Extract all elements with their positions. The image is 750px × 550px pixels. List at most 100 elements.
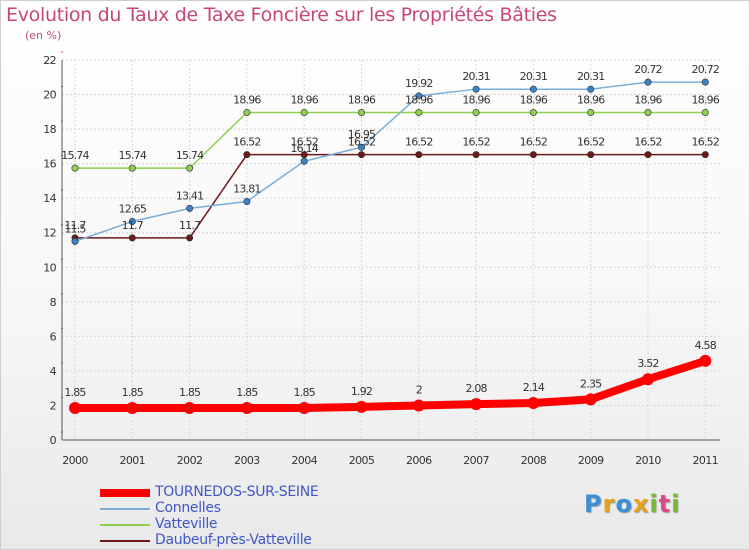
y-tick-label-6: 6 xyxy=(50,330,57,343)
data-label-vatteville-2005: 18.96 xyxy=(348,94,376,107)
point-daubeuf-pr-s-vatteville-2001 xyxy=(128,234,136,242)
data-label-tournedos-sur-seine-2011: 4.58 xyxy=(695,339,717,352)
data-label-vatteville-2000: 15.74 xyxy=(61,149,89,162)
data-label-vatteville-2002: 15.74 xyxy=(176,149,204,162)
data-label-daubeuf-pr-s-vatteville-2003: 16.52 xyxy=(233,136,261,149)
point-daubeuf-pr-s-vatteville-2005 xyxy=(357,151,365,159)
point-connelles-2000 xyxy=(71,237,79,245)
point-vatteville-2002 xyxy=(186,164,194,172)
legend-swatch-daubeuf xyxy=(100,540,150,542)
point-daubeuf-pr-s-vatteville-2010 xyxy=(644,151,652,159)
point-vatteville-2008 xyxy=(529,109,537,117)
point-connelles-2006 xyxy=(415,92,423,100)
legend-label-connelles: Connelles xyxy=(155,500,221,516)
data-label-connelles-2010: 20.72 xyxy=(634,63,662,76)
x-tick-label-2010: 2010 xyxy=(635,454,661,467)
point-tournedos-sur-seine-2004 xyxy=(298,402,311,415)
point-connelles-2008 xyxy=(529,85,537,93)
data-label-connelles-2002: 13.41 xyxy=(176,189,204,202)
series-line-connelles xyxy=(74,81,707,243)
point-vatteville-2007 xyxy=(472,109,480,117)
data-label-tournedos-sur-seine-2003: 1.85 xyxy=(236,386,258,399)
data-label-daubeuf-pr-s-vatteville-2000: 11.7 xyxy=(64,219,86,232)
logo-letter-5: t xyxy=(658,490,672,518)
series-line-vatteville xyxy=(74,111,707,169)
legend-swatch-connelles xyxy=(100,508,150,510)
legend-swatch-vatteville xyxy=(100,524,150,526)
data-label-daubeuf-pr-s-vatteville-2005: 16.52 xyxy=(348,136,376,149)
data-label-tournedos-sur-seine-2010: 3.52 xyxy=(637,357,658,370)
data-points xyxy=(69,78,712,415)
point-vatteville-2006 xyxy=(415,109,423,117)
series-line-daubeuf-pr-s-vatteville xyxy=(74,153,707,239)
data-label-tournedos-sur-seine-2004: 1.85 xyxy=(294,386,316,399)
data-label-daubeuf-pr-s-vatteville-2002: 11.7 xyxy=(179,219,201,232)
point-vatteville-2009 xyxy=(587,109,595,117)
x-tick-label-2002: 2002 xyxy=(177,454,203,467)
grid-lines xyxy=(62,59,720,440)
y-tick-label-18: 18 xyxy=(43,123,56,136)
x-tick-label-2003: 2003 xyxy=(234,454,260,467)
data-label-connelles-2011: 20.72 xyxy=(692,63,720,76)
y-tick-label-12: 12 xyxy=(43,227,56,240)
data-label-daubeuf-pr-s-vatteville-2009: 16.52 xyxy=(577,136,605,149)
data-label-daubeuf-pr-s-vatteville-2011: 16.52 xyxy=(692,136,720,149)
y-tick-label-16: 16 xyxy=(43,158,56,171)
point-vatteville-2010 xyxy=(644,109,652,117)
point-vatteville-2004 xyxy=(300,109,308,117)
point-vatteville-2003 xyxy=(243,109,251,117)
data-label-vatteville-2011: 18.96 xyxy=(692,94,720,107)
data-label-connelles-2007: 20.31 xyxy=(462,70,490,83)
y-tick-label-2: 2 xyxy=(50,399,56,412)
x-tick-label-2009: 2009 xyxy=(578,454,604,467)
data-label-daubeuf-pr-s-vatteville-2008: 16.52 xyxy=(520,136,548,149)
point-connelles-2003 xyxy=(243,197,251,205)
data-label-connelles-2005: 16.95 xyxy=(348,128,376,141)
legend-label-daubeuf: Daubeuf-près-Vatteville xyxy=(155,532,312,548)
point-connelles-2005 xyxy=(357,143,365,151)
data-label-vatteville-2008: 18.96 xyxy=(520,94,548,107)
data-label-tournedos-sur-seine-2006: 2 xyxy=(416,383,422,396)
point-connelles-2004 xyxy=(300,157,308,165)
point-tournedos-sur-seine-2008 xyxy=(527,397,540,410)
point-daubeuf-pr-s-vatteville-2007 xyxy=(472,151,480,159)
legend-label-tournedos: TOURNEDOS-SUR-SEINE xyxy=(155,484,319,500)
y-tick-label-0: 0 xyxy=(50,434,57,447)
y-tick-label-20: 20 xyxy=(43,89,56,102)
point-daubeuf-pr-s-vatteville-2009 xyxy=(587,151,595,159)
data-label-daubeuf-pr-s-vatteville-2004: 16.52 xyxy=(290,136,318,149)
x-tick-label-2005: 2005 xyxy=(349,454,375,467)
logo-letter-6: i xyxy=(671,490,681,518)
point-vatteville-2000 xyxy=(71,164,79,172)
point-daubeuf-pr-s-vatteville-2011 xyxy=(701,151,709,159)
logo-letter-1: r xyxy=(602,490,616,518)
unit-label: (en %) xyxy=(25,29,62,42)
point-connelles-2009 xyxy=(587,85,595,93)
point-tournedos-sur-seine-2006 xyxy=(412,399,425,412)
axes: 0 2 4 6 8 10 12 14 16 18 20 22 2000 2001 2002 2003 2004 2… xyxy=(43,51,720,467)
point-tournedos-sur-seine-2010 xyxy=(642,373,654,386)
chart-title: Evolution du Taux de Taxe Foncière sur l… xyxy=(6,4,557,26)
x-tick-label-2007: 2007 xyxy=(463,454,489,467)
data-label-daubeuf-pr-s-vatteville-2010: 16.52 xyxy=(634,136,662,149)
data-label-tournedos-sur-seine-2005: 1.92 xyxy=(351,385,372,398)
point-vatteville-2011 xyxy=(701,109,709,117)
data-label-tournedos-sur-seine-2009: 2.35 xyxy=(580,377,602,390)
point-tournedos-sur-seine-2009 xyxy=(584,393,597,406)
point-vatteville-2001 xyxy=(128,164,136,172)
data-label-vatteville-2003: 18.96 xyxy=(233,94,261,107)
data-label-vatteville-2006: 18.96 xyxy=(405,94,433,107)
data-label-connelles-2003: 13.81 xyxy=(233,182,261,195)
x-tick-label-2001: 2001 xyxy=(119,454,145,467)
point-tournedos-sur-seine-2011 xyxy=(699,354,712,367)
data-label-vatteville-2001: 15.74 xyxy=(119,149,147,162)
x-tick-label-2000: 2000 xyxy=(62,454,88,467)
data-label-vatteville-2004: 18.96 xyxy=(290,94,318,107)
data-label-vatteville-2007: 18.96 xyxy=(462,94,490,107)
logo-letter-2: o xyxy=(615,490,633,518)
y-tick-label-8: 8 xyxy=(50,296,57,309)
x-tick-label-2008: 2008 xyxy=(521,454,547,467)
series-line-tournedos-sur-seine xyxy=(71,356,710,413)
data-label-vatteville-2010: 18.96 xyxy=(634,94,662,107)
data-label-connelles-2004: 16.14 xyxy=(290,142,318,155)
